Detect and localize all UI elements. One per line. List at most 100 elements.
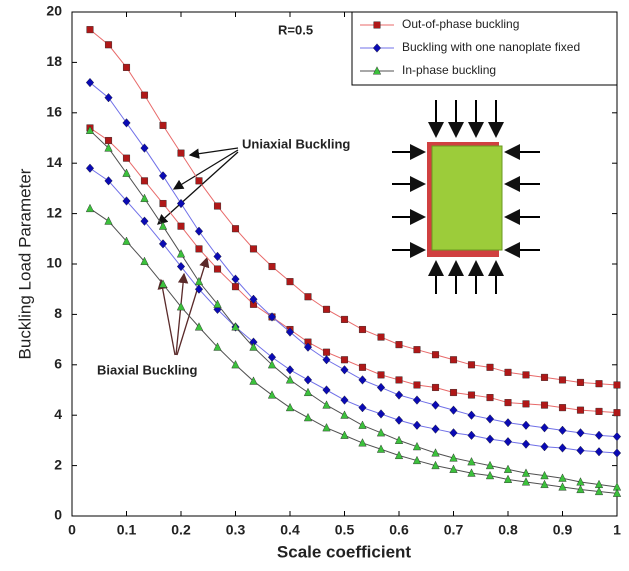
marker xyxy=(232,283,239,291)
marker xyxy=(303,375,313,385)
marker xyxy=(303,387,313,397)
marker xyxy=(432,351,440,359)
marker xyxy=(86,26,94,34)
marker xyxy=(558,425,567,435)
marker xyxy=(213,299,222,308)
marker xyxy=(394,450,404,460)
marker xyxy=(559,404,566,412)
marker xyxy=(431,448,440,457)
legend-label: Buckling with one nanoplate fixed xyxy=(402,40,580,54)
marker xyxy=(340,395,349,405)
y-tick-label: 4 xyxy=(54,406,62,422)
marker xyxy=(358,403,367,413)
marker xyxy=(522,371,530,379)
marker xyxy=(504,368,512,376)
marker xyxy=(394,390,404,400)
marker xyxy=(341,356,348,364)
marker xyxy=(285,402,295,412)
y-tick-label: 12 xyxy=(46,204,62,220)
marker xyxy=(449,464,458,473)
marker xyxy=(303,412,313,422)
marker xyxy=(377,333,385,341)
marker xyxy=(323,305,331,313)
marker xyxy=(140,177,148,185)
marker xyxy=(521,439,531,449)
marker xyxy=(340,365,349,375)
x-tick-label: 0.7 xyxy=(444,522,464,538)
marker xyxy=(177,222,185,230)
marker xyxy=(158,239,168,249)
marker xyxy=(104,143,113,152)
marker xyxy=(612,432,622,442)
marker xyxy=(576,378,584,386)
marker xyxy=(485,470,495,480)
marker xyxy=(594,486,604,496)
marker xyxy=(285,365,295,375)
y-tick-label: 16 xyxy=(46,104,62,120)
marker xyxy=(395,341,403,349)
marker xyxy=(213,251,222,262)
marker xyxy=(376,382,386,393)
marker xyxy=(486,363,494,371)
marker xyxy=(195,245,203,253)
marker xyxy=(450,356,457,364)
x-axis-label: Scale coefficient xyxy=(277,542,412,561)
marker xyxy=(540,470,549,480)
y-tick-label: 14 xyxy=(46,154,62,170)
marker xyxy=(467,457,476,466)
marker xyxy=(304,293,312,301)
plot-frame xyxy=(71,11,618,517)
y-axis-label: Buckling Load Parameter xyxy=(15,168,34,359)
marker xyxy=(232,225,239,233)
marker xyxy=(449,405,458,415)
x-tick-label: 0.2 xyxy=(171,522,191,538)
marker xyxy=(322,423,331,432)
marker xyxy=(558,482,567,491)
marker xyxy=(322,385,331,395)
legend-marker xyxy=(372,43,382,53)
marker xyxy=(85,203,95,213)
x-tick-label: 0.6 xyxy=(389,522,409,538)
marker xyxy=(595,407,603,415)
marker xyxy=(413,346,421,354)
marker xyxy=(304,338,312,346)
marker xyxy=(376,428,386,437)
marker xyxy=(123,154,130,162)
marker xyxy=(194,276,204,286)
marker xyxy=(541,373,549,381)
marker xyxy=(613,409,621,417)
marker xyxy=(194,322,204,331)
marker xyxy=(176,302,186,311)
marker xyxy=(104,93,113,103)
marker xyxy=(431,460,440,470)
marker xyxy=(394,435,404,444)
marker xyxy=(231,274,240,284)
marker xyxy=(358,363,366,371)
marker xyxy=(249,294,258,304)
marker xyxy=(122,236,131,245)
marker xyxy=(412,455,422,465)
legend: Out-of-phase buckling Buckling with one n… xyxy=(351,11,618,86)
marker xyxy=(285,327,295,337)
x-tick-label: 0.3 xyxy=(226,522,246,538)
marker xyxy=(85,77,95,88)
marker xyxy=(485,414,495,424)
marker xyxy=(377,371,385,379)
y-tick-label: 10 xyxy=(46,255,62,271)
marker xyxy=(104,176,113,186)
x-tick-label: 0.4 xyxy=(280,522,300,538)
marker xyxy=(358,420,367,429)
legend-label: Out-of-phase buckling xyxy=(402,17,519,31)
marker xyxy=(159,200,167,208)
marker xyxy=(140,256,149,265)
marker xyxy=(594,430,604,440)
x-tick-label: 0.5 xyxy=(335,522,355,538)
ratio-label: R=0.5 xyxy=(278,22,313,37)
marker xyxy=(140,216,149,226)
marker xyxy=(450,389,457,397)
marker xyxy=(194,284,204,294)
marker xyxy=(521,468,531,477)
marker xyxy=(558,473,567,482)
marker xyxy=(303,342,313,352)
